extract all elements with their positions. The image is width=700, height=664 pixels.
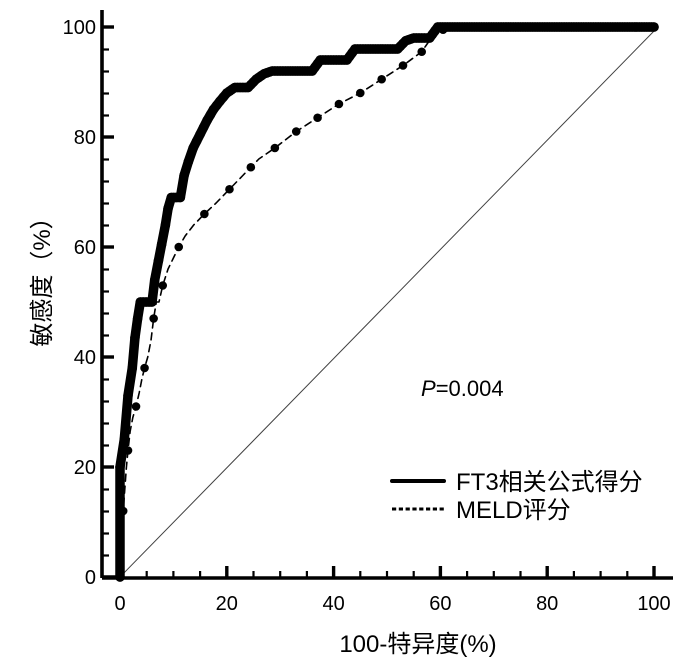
svg-text:20: 20 (216, 593, 238, 615)
svg-text:80: 80 (536, 593, 558, 615)
svg-text:100: 100 (63, 17, 96, 39)
svg-text:60: 60 (429, 593, 451, 615)
svg-text:40: 40 (322, 593, 344, 615)
svg-text:40: 40 (74, 347, 96, 369)
svg-text:100-特异度(%): 100-特异度(%) (339, 631, 496, 658)
svg-text:MELD评分: MELD评分 (456, 497, 571, 524)
svg-text:0: 0 (85, 567, 96, 589)
svg-text:敏感度（%）: 敏感度（%） (29, 205, 56, 346)
svg-text:20: 20 (74, 457, 96, 479)
svg-text:FT3相关公式得分: FT3相关公式得分 (456, 469, 643, 496)
svg-text:60: 60 (74, 237, 96, 259)
svg-text:0: 0 (114, 593, 125, 615)
svg-text:100: 100 (637, 593, 670, 615)
svg-text:P=0.004: P=0.004 (421, 376, 504, 401)
svg-text:80: 80 (74, 127, 96, 149)
